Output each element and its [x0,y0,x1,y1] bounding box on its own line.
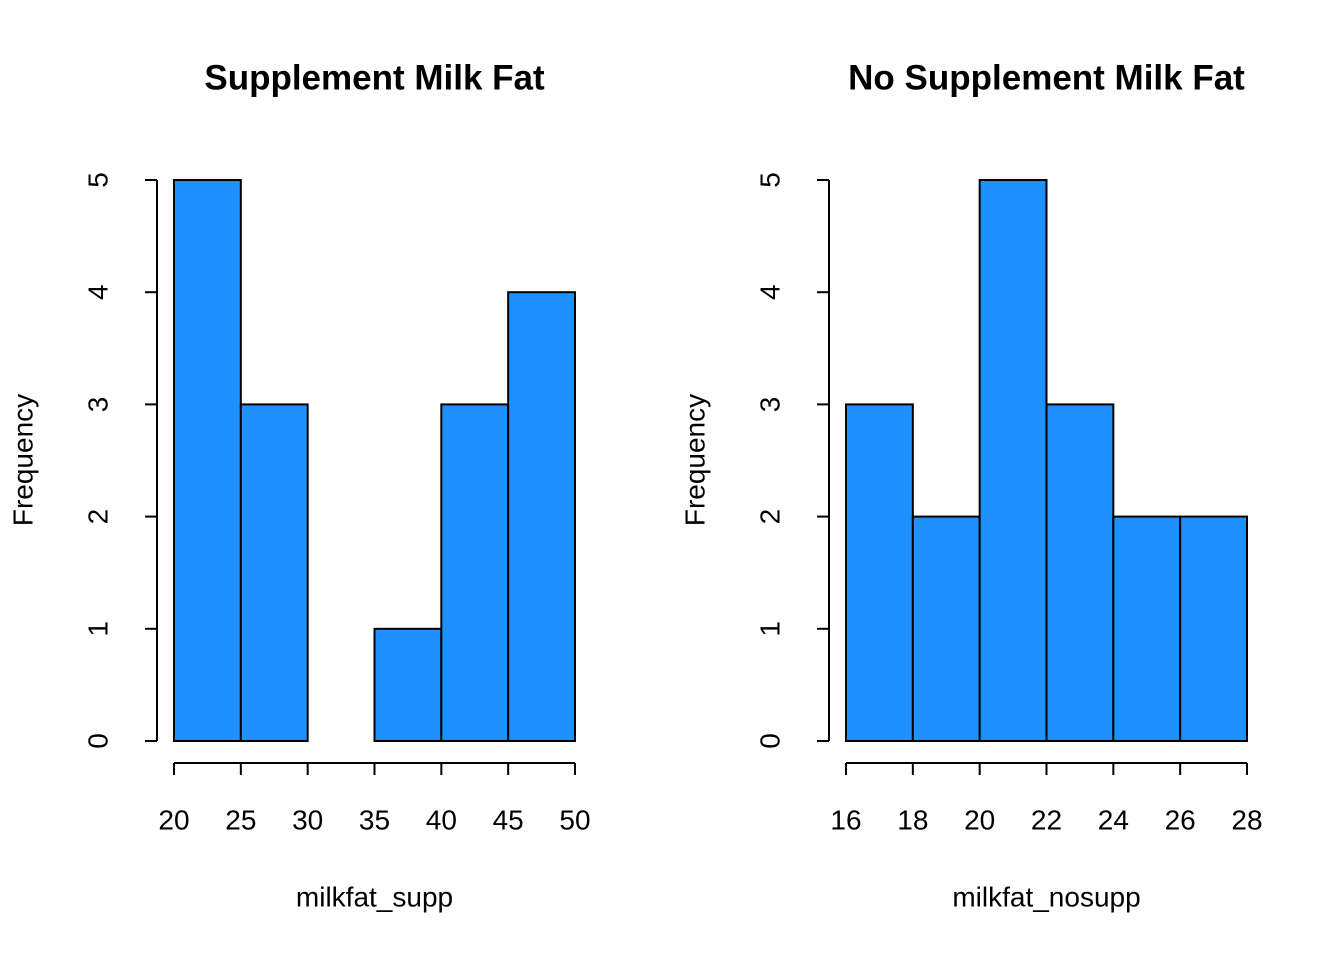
bar [845,403,914,742]
bar [239,403,309,742]
x-tick-label: 16 [830,804,861,835]
y-tick-label: 5 [754,172,785,188]
y-tick-label: 5 [82,172,113,188]
y-tick-label: 4 [82,284,113,300]
bar [1179,515,1248,742]
x-tick-label: 35 [359,804,390,835]
chart-title: Supplement Milk Fat [204,58,545,97]
bar [1045,403,1115,742]
bar [173,179,242,742]
x-tick-label: 26 [1165,804,1196,835]
y-axis-label: Frequency [7,394,38,526]
bar [373,627,443,742]
bar [440,403,510,742]
chart-title: No Supplement Milk Fat [848,58,1245,97]
y-tick-label: 3 [82,397,113,413]
y-tick-label: 3 [754,397,785,413]
y-tick-label: 4 [754,284,785,300]
x-axis-label: milkfat_nosupp [952,881,1140,912]
y-tick-label: 0 [82,733,113,749]
x-tick-label: 30 [292,804,323,835]
x-tick-label: 20 [158,804,189,835]
x-tick-label: 25 [225,804,256,835]
y-tick-label: 2 [82,509,113,525]
bar [978,179,1048,742]
y-tick-label: 1 [82,621,113,637]
y-axis-label: Frequency [679,394,710,526]
bar [1112,515,1182,742]
x-tick-label: 24 [1098,804,1129,835]
x-tick-label: 45 [493,804,524,835]
x-tick-label: 28 [1231,804,1262,835]
y-tick-label: 2 [754,509,785,525]
x-tick-label: 22 [1031,804,1062,835]
x-axis-label: milkfat_supp [296,881,453,912]
bar [507,291,576,742]
x-tick-label: 50 [559,804,590,835]
x-tick-label: 20 [964,804,995,835]
y-tick-label: 1 [754,621,785,637]
x-tick-label: 18 [897,804,928,835]
bar [911,515,981,742]
x-tick-label: 40 [426,804,457,835]
y-tick-label: 0 [754,733,785,749]
